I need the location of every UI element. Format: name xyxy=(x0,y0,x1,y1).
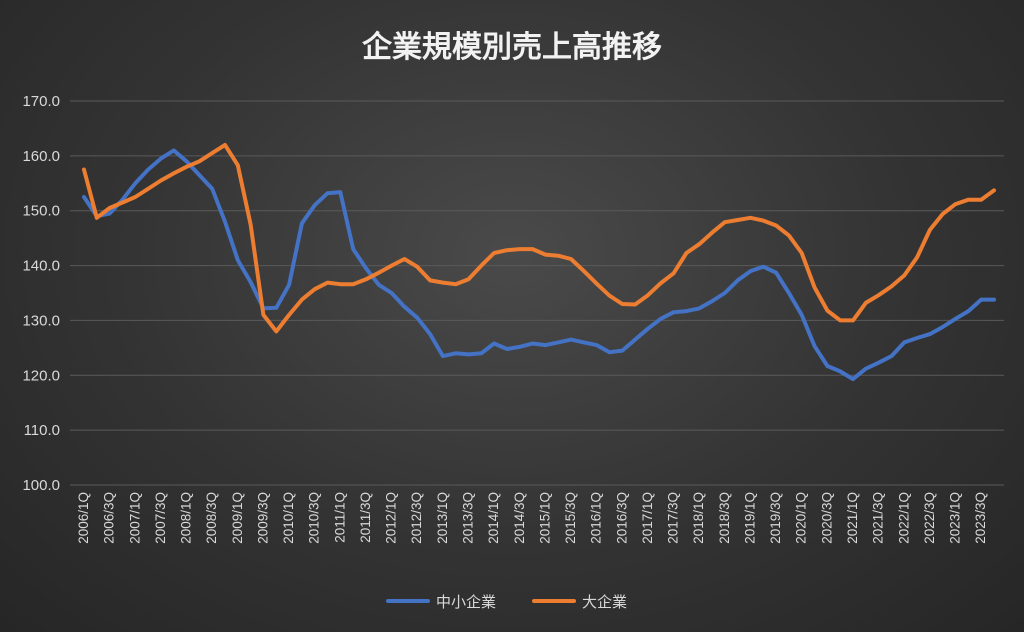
x-axis: 2006/1Q 2006/3Q 2007/1Q 2007/3Q 2008/1Q 2008/… xyxy=(76,492,988,544)
y-tick-label: 100.0 xyxy=(22,477,60,494)
legend-label: 中小企業 xyxy=(436,593,496,611)
x-tick-label: 2009/3Q xyxy=(255,492,270,544)
x-tick-label: 2016/3Q xyxy=(614,492,629,544)
x-tick-label: 2021/3Q xyxy=(871,492,886,544)
y-tick-label: 150.0 xyxy=(22,203,60,220)
x-tick-label: 2021/1Q xyxy=(845,492,860,544)
x-tick-label: 2006/1Q xyxy=(76,492,91,544)
x-tick-label: 2012/3Q xyxy=(409,492,424,544)
y-axis: 100.0 110.0 120.0 130.0 140.0 150.0 160.0 170.0 xyxy=(22,93,60,494)
y-tick-label: 140.0 xyxy=(22,258,60,275)
legend: 中小企業 大企業 xyxy=(386,593,627,611)
y-tick-label: 120.0 xyxy=(22,367,60,384)
x-tick-label: 2023/1Q xyxy=(948,492,963,544)
x-tick-label: 2009/1Q xyxy=(230,492,245,544)
x-tick-label: 2011/3Q xyxy=(358,492,373,543)
x-tick-label: 2022/3Q xyxy=(922,492,937,544)
x-tick-label: 2019/1Q xyxy=(742,492,757,544)
x-tick-label: 2013/1Q xyxy=(435,492,450,544)
x-tick-label: 2008/3Q xyxy=(204,492,219,544)
x-tick-label: 2018/3Q xyxy=(717,492,732,544)
x-tick-label: 2011/1Q xyxy=(332,492,347,543)
x-tick-label: 2017/3Q xyxy=(666,492,681,544)
x-tick-label: 2007/3Q xyxy=(153,492,168,544)
y-tick-label: 160.0 xyxy=(22,148,60,165)
y-tick-label: 130.0 xyxy=(22,312,60,329)
x-tick-label: 2020/1Q xyxy=(794,492,809,544)
x-tick-label: 2012/1Q xyxy=(384,492,399,544)
x-tick-label: 2022/1Q xyxy=(896,492,911,544)
x-tick-label: 2020/3Q xyxy=(819,492,834,544)
y-tick-label: 110.0 xyxy=(24,422,60,439)
x-tick-label: 2007/1Q xyxy=(127,492,142,544)
gridlines xyxy=(70,100,1004,486)
x-tick-label: 2014/3Q xyxy=(512,492,527,544)
x-tick-label: 2017/1Q xyxy=(640,492,655,544)
x-tick-label: 2006/3Q xyxy=(102,492,117,544)
x-tick-label: 2010/3Q xyxy=(307,492,322,544)
x-tick-label: 2015/1Q xyxy=(537,492,552,544)
x-tick-label: 2014/1Q xyxy=(486,492,501,544)
x-tick-label: 2015/3Q xyxy=(563,492,578,544)
x-tick-label: 2010/1Q xyxy=(281,492,296,544)
x-tick-label: 2023/3Q xyxy=(973,492,988,544)
x-tick-label: 2019/3Q xyxy=(768,492,783,544)
legend-label: 大企業 xyxy=(582,593,627,611)
x-tick-label: 2016/1Q xyxy=(589,492,604,544)
y-tick-label: 170.0 xyxy=(22,93,60,110)
x-tick-label: 2008/1Q xyxy=(179,492,194,544)
series-line-1 xyxy=(82,148,996,382)
x-tick-label: 2018/1Q xyxy=(691,492,706,544)
series-line-2 xyxy=(82,142,996,334)
x-tick-label: 2013/3Q xyxy=(461,492,476,544)
chart-title: 企業規模別売上高推移 xyxy=(362,30,662,65)
series-lines xyxy=(82,142,996,382)
